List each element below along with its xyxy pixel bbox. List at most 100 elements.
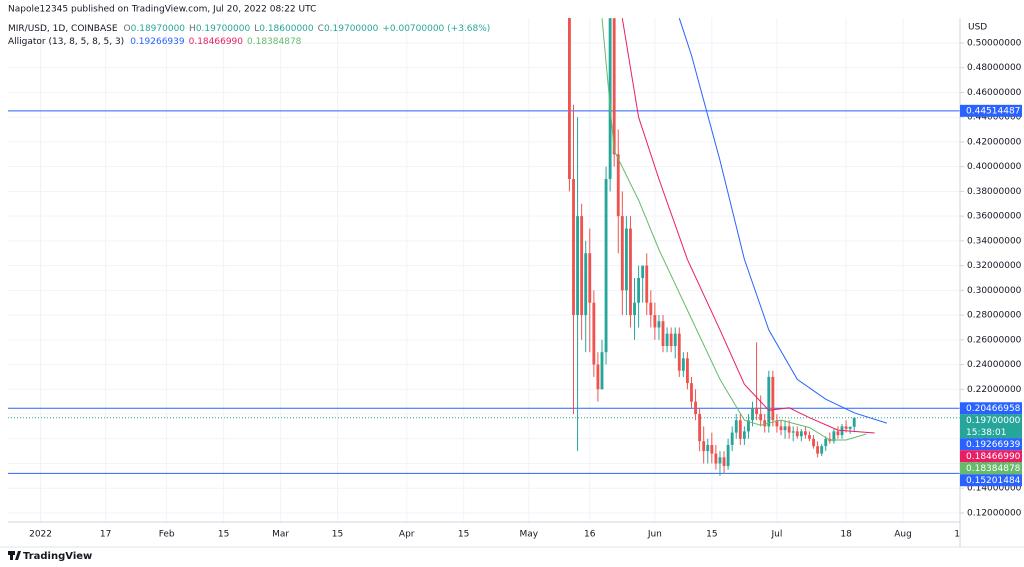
indicator-line <box>621 18 875 434</box>
price-tag-label: 0.18384878 <box>966 464 1021 474</box>
candle-body <box>763 420 767 427</box>
x-tick-label: Apr <box>399 530 415 540</box>
y-tick-label: 0.24000000 <box>967 360 1022 370</box>
candle-body <box>706 444 710 452</box>
candle-body <box>747 420 750 432</box>
candle-body <box>787 426 791 433</box>
candle-body <box>592 302 596 365</box>
candle-body <box>730 432 734 445</box>
footer-brand: TradingView <box>23 551 92 562</box>
price-tag-label: 0.18466990 <box>966 452 1021 462</box>
ohlc-value: 0.19700000 <box>196 24 251 34</box>
candle-body <box>690 383 693 402</box>
price-tags: 0.44514487 0.20466958 0.19700000 15:38:01 0.… <box>960 104 1022 487</box>
x-tick-label: 15 <box>954 530 965 540</box>
ohlc-key: C <box>318 24 324 34</box>
candle-body <box>616 154 620 217</box>
y-tick-label: 0.12000000 <box>967 508 1022 518</box>
published-note: Napole12345 published on TradingView.com… <box>8 5 316 15</box>
candle-body <box>775 420 779 427</box>
ohlc-value: 0.18970000 <box>131 24 186 34</box>
y-tick-label: 0.32000000 <box>967 261 1022 271</box>
candle-body <box>791 431 795 433</box>
price-tag-label: 0.44514487 <box>966 106 1020 116</box>
y-tick-label: 0.14000000 <box>967 484 1022 494</box>
candle-body <box>710 444 714 454</box>
candle-body <box>726 444 730 466</box>
candle-body <box>669 333 673 347</box>
ohlc-key: L <box>254 24 259 34</box>
candle-body <box>808 435 811 439</box>
candle-body <box>596 364 600 390</box>
indicator-value: 0.18466990 <box>189 37 244 47</box>
candle-body <box>584 253 588 316</box>
y-tick-label: 0.30000000 <box>967 286 1022 296</box>
candle-body <box>848 426 852 429</box>
y-tick-label: 0.22000000 <box>967 385 1022 395</box>
y-tick-label: 0.38000000 <box>967 187 1022 197</box>
x-tick-label: Jun <box>647 530 662 540</box>
symbol-legend: MIR/USD, 1D, COINBASE O0.18970000 H0.19700… <box>8 24 490 34</box>
indicator-line <box>601 18 867 441</box>
candle-body <box>608 18 612 180</box>
candle-body <box>685 358 689 384</box>
candle-body <box>665 333 669 347</box>
y-tick-label: 0.34000000 <box>967 236 1022 246</box>
candle-body <box>657 321 661 328</box>
y-tick-label: 0.40000000 <box>967 162 1022 172</box>
candle-body <box>795 431 799 437</box>
candle-body <box>767 376 771 427</box>
y-tick-label: 0.26000000 <box>967 335 1022 345</box>
x-tick-label: 17 <box>100 530 111 540</box>
price-tag-label: 0.19700000 <box>966 416 1021 426</box>
candle-body <box>742 431 746 439</box>
change: +0.00700000 (+3.68%) <box>382 24 490 34</box>
candle-body <box>803 431 807 436</box>
price-tag <box>960 474 1022 487</box>
candle-body <box>572 179 575 316</box>
candle-body <box>852 417 856 427</box>
y-tick-label: 0.50000000 <box>967 38 1022 48</box>
candle-body <box>824 438 828 447</box>
y-tick-label: 0.44000000 <box>967 113 1022 123</box>
candle-body <box>694 401 697 415</box>
candle-body <box>799 431 803 437</box>
candle-body <box>751 407 754 421</box>
candle-body <box>844 426 848 429</box>
indicator-legend: Alligator (13, 8, 5, 8, 5, 3) 0.19266939 0… <box>8 37 302 47</box>
y-tick-label: 0.48000000 <box>967 63 1022 73</box>
y-tick-label: 0.36000000 <box>967 212 1022 222</box>
candle-body <box>661 321 665 347</box>
candle-body <box>722 457 726 466</box>
tradingview-logo <box>8 551 21 560</box>
candle-body <box>637 277 641 303</box>
x-tick-label: Mar <box>272 530 289 540</box>
candle-body <box>677 333 681 371</box>
candle-body <box>681 358 685 371</box>
indicator-line <box>678 18 887 424</box>
indicator-value: 0.18384878 <box>247 37 302 47</box>
price-tag <box>960 438 1022 451</box>
candle-body <box>734 420 738 433</box>
candle-body <box>568 18 571 180</box>
candle-body <box>820 446 824 454</box>
price-tag <box>960 462 1022 475</box>
candle-body <box>771 376 775 421</box>
x-tick-label: Jul <box>770 530 782 540</box>
candle-body <box>702 441 706 452</box>
candle-body <box>624 228 628 291</box>
candle-body <box>633 302 636 316</box>
candle-body <box>718 457 722 464</box>
candle-body <box>629 228 632 316</box>
candle-body <box>620 216 624 291</box>
price-tag <box>960 402 1022 415</box>
plot-area <box>8 18 960 476</box>
candle-body <box>580 216 584 316</box>
grid <box>8 18 961 522</box>
ohlc-key: H <box>189 24 196 34</box>
x-tick-label: 15 <box>706 530 717 540</box>
candle-body <box>576 216 579 316</box>
candle-body <box>714 453 718 464</box>
x-tick-label: Feb <box>159 530 175 540</box>
candle-body <box>604 179 608 353</box>
